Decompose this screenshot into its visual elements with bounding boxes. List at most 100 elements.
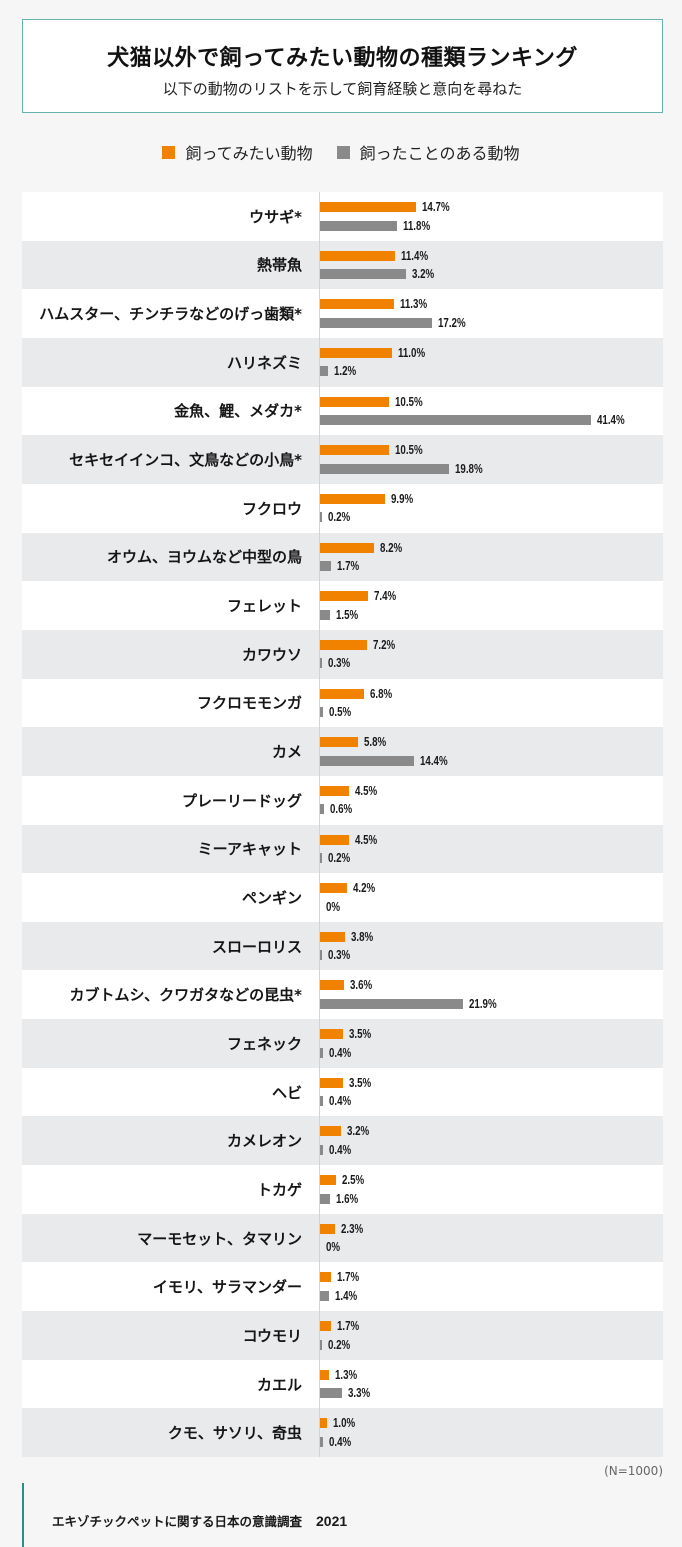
category-label: トカゲ (256, 1180, 302, 1199)
have-bar-group: 1.6% (320, 1191, 365, 1206)
have-bar-group: 1.5% (320, 607, 364, 622)
want-value-label: 2.3% (341, 1221, 364, 1236)
have-value-label: 0.5% (329, 705, 352, 720)
want-value-label: 5.8% (363, 735, 387, 750)
want-value-label: 1.3% (334, 1367, 357, 1382)
want-bar-group: 1.0% (320, 1417, 361, 1430)
want-value-label: 10.5% (394, 394, 423, 409)
want-bar (320, 347, 392, 358)
have-bar-group: 14.4% (320, 754, 456, 767)
category-label: カメ (271, 743, 302, 762)
want-bar (320, 396, 389, 407)
want-value-label: 14.7% (422, 200, 450, 214)
want-value-label: 11.3% (399, 297, 428, 312)
want-value-label: 7.4% (374, 589, 397, 604)
want-bar (320, 1077, 343, 1088)
want-bar-group: 2.5% (320, 1173, 371, 1188)
legend-swatch-gray (336, 145, 350, 159)
want-bar-group: 3.5% (320, 1028, 377, 1040)
category-label: スローロリス (211, 937, 302, 956)
want-value-label: 4.5% (355, 783, 378, 798)
chart-row: マーモセット、タマリン 2.3% 0% (22, 1213, 663, 1263)
have-bar (320, 366, 328, 377)
want-bar-group: 5.8% (320, 735, 392, 750)
have-bar-group: 3.2% (320, 268, 441, 280)
have-bar-group: 0.3% (320, 949, 357, 962)
category-label: 熱帯魚 (256, 256, 302, 275)
have-value-label: 21.9% (469, 996, 497, 1011)
chart-row: カブトムシ、クワガタなどの昆虫* 3.6% 21.9% (22, 970, 663, 1020)
footer-source-title: エキゾチックペットに関する日本の意識調査 (52, 1514, 303, 1529)
want-value-label: 3.6% (349, 978, 372, 993)
chart-row: スローロリス 3.8% 0.3% (22, 921, 663, 971)
want-bar (320, 1369, 329, 1380)
have-value-label: 0.3% (328, 656, 351, 671)
have-bar-group: 0.4% (320, 1144, 357, 1156)
have-bar-group: 0.2% (320, 511, 357, 524)
have-value-label: 1.5% (335, 607, 359, 622)
want-bar (320, 591, 369, 602)
want-bar (320, 493, 385, 504)
sample-size-note: (N=1000) (604, 1464, 663, 1478)
want-bar (320, 785, 350, 796)
want-value-label: 3.2% (346, 1124, 370, 1139)
want-value-label: 4.2% (353, 881, 376, 896)
have-value-label: 0.4% (328, 1094, 351, 1109)
chart-row: オウム、ヨウムなど中型の鳥 8.2% 1.7% (22, 532, 663, 582)
have-value-label: 1.7% (337, 559, 360, 574)
want-bar-group: 1.7% (320, 1271, 366, 1284)
want-bar (320, 542, 374, 553)
chart-row: フクロモモンガ 6.8% 0.5% (22, 678, 663, 728)
want-value-label: 2.5% (342, 1173, 365, 1188)
have-value-label: 1.6% (336, 1191, 359, 1206)
have-bar (320, 853, 322, 863)
category-label: 金魚、鯉、メダカ* (174, 402, 302, 421)
want-bar-group: 3.5% (320, 1077, 377, 1089)
chart-row: ハムスター、チンチラなどのげっ歯類* 11.3% 17.2% (22, 289, 663, 338)
want-bar-group: 3.2% (320, 1124, 375, 1139)
have-bar-group: 0.4% (320, 1046, 357, 1059)
chart-row: プレーリードッグ 4.5% 0.6% (22, 775, 663, 825)
have-bar (320, 804, 324, 815)
want-value-label: 3.8% (350, 929, 374, 944)
category-label: オウム、ヨウムなど中型の鳥 (106, 548, 302, 567)
have-bar-group: 21.9% (320, 996, 505, 1011)
have-value-label: 1.2% (333, 364, 357, 379)
want-value-label: 6.8% (370, 686, 393, 701)
have-bar (320, 658, 322, 669)
chart-row: カメレオン 3.2% 0.4% (22, 1116, 663, 1166)
category-label: カワウソ (241, 645, 302, 664)
want-bar (320, 1175, 337, 1186)
chart-title: 犬猫以外で飼ってみたい動物の種類ランキング (107, 46, 578, 71)
want-value-label: 10.5% (394, 443, 423, 458)
have-bar (320, 1290, 330, 1301)
have-bar-group: 11.8% (320, 219, 438, 232)
want-bar-group: 7.2% (320, 639, 402, 651)
want-bar (320, 1272, 332, 1283)
want-value-label: 1.7% (337, 1319, 360, 1334)
want-bar (320, 250, 395, 261)
chart-row: フクロウ 9.9% 0.2% (22, 483, 663, 533)
want-bar (320, 1126, 341, 1137)
category-label: フェネック (226, 1034, 302, 1053)
have-value-label: 41.4% (596, 413, 625, 428)
have-bar (320, 269, 407, 280)
category-label: プレーリードッグ (181, 791, 302, 810)
have-bar (320, 463, 450, 474)
have-bar-group: 0% (320, 1241, 344, 1254)
want-bar-group: 1.3% (320, 1367, 363, 1382)
have-bar (320, 950, 322, 961)
have-bar-group: 0.4% (320, 1094, 357, 1109)
want-bar-group: 4.5% (320, 833, 384, 846)
want-bar-group: 7.4% (320, 589, 403, 604)
want-bar-group: 1.7% (320, 1319, 366, 1334)
have-bar (320, 1388, 342, 1399)
want-bar (320, 834, 350, 845)
want-value-label: 11.0% (397, 345, 426, 360)
have-bar-group: 0.2% (320, 852, 357, 864)
have-bar-group: 1.7% (320, 559, 366, 574)
chart-row: ハリネズミ 11.0% 1.2% (22, 337, 663, 387)
title-box: 犬猫以外で飼ってみたい動物の種類ランキング 以下の動物のリストを示して飼育経験と… (22, 19, 663, 113)
chart-row: セキセイインコ、文鳥などの小鳥* 10.5% 19.8% (22, 435, 663, 484)
want-bar (320, 980, 344, 991)
